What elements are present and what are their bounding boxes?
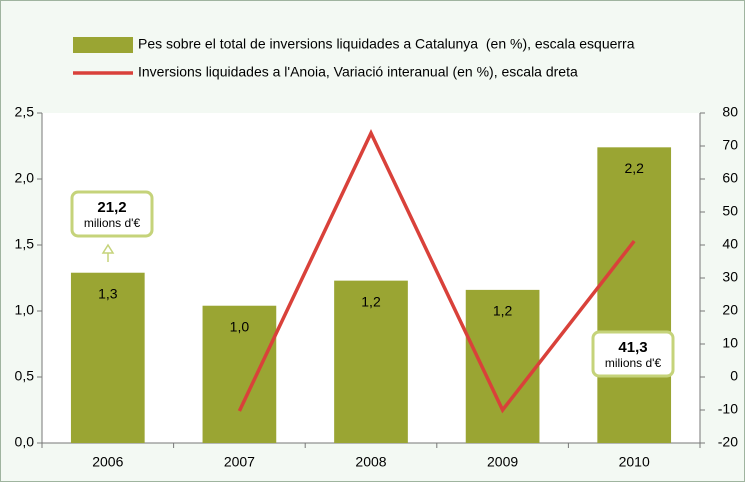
- bar: [597, 147, 672, 443]
- x-tick-label: 2007: [224, 454, 255, 470]
- annotation-arrow: [101, 243, 115, 262]
- y-tick-label: 1,5: [15, 236, 35, 252]
- x-tick-label: 2010: [619, 454, 650, 470]
- y2-tick-label: 60: [722, 170, 738, 186]
- x-tick-label: 2008: [355, 454, 386, 470]
- y2-tick-label: 20: [722, 302, 738, 318]
- annotation-box: [70, 190, 154, 238]
- annotation-value: 21,2: [97, 199, 126, 216]
- x-tick-label: 2006: [92, 454, 123, 470]
- legend-label: Pes sobre el total de inversions liquida…: [138, 36, 635, 52]
- bar: [465, 289, 540, 443]
- y2-tick-label: 80: [722, 104, 738, 120]
- y2-tick-label: -20: [718, 434, 738, 450]
- annotation-box: [591, 330, 675, 378]
- bar-value-label: 1,2: [493, 303, 513, 319]
- annotation-value: 41,3: [618, 339, 647, 356]
- bar-value-label: 1,3: [98, 285, 118, 301]
- bar-value-label: 1,0: [230, 318, 250, 334]
- y2-tick-label: -10: [718, 401, 738, 417]
- bar: [202, 305, 277, 443]
- bar-value-label: 1,2: [361, 293, 381, 309]
- bar: [70, 272, 145, 443]
- bar-value-label: 2,2: [624, 160, 644, 176]
- annotation-unit: milions d'€: [605, 356, 662, 370]
- bar: [334, 280, 408, 443]
- y-tick-label: 0,5: [15, 368, 35, 384]
- annotation-unit: milions d'€: [84, 216, 141, 230]
- y-tick-label: 1,0: [15, 302, 35, 318]
- y-tick-label: 2,5: [15, 104, 35, 120]
- y2-tick-label: 70: [722, 137, 738, 153]
- x-tick-label: 2009: [487, 454, 518, 470]
- legend-swatch: [73, 37, 133, 53]
- y-tick-label: 0,0: [15, 434, 35, 450]
- y2-tick-label: 10: [722, 335, 738, 351]
- legend-label: Inversions liquidades a l'Anoia, Variaci…: [138, 64, 578, 80]
- y2-tick-label: 40: [722, 236, 738, 252]
- y2-tick-label: 30: [722, 269, 738, 285]
- y2-tick-label: 0: [730, 368, 738, 384]
- line: [237, 129, 636, 414]
- y2-tick-label: 50: [722, 203, 738, 219]
- y-tick-label: 2,0: [15, 170, 35, 186]
